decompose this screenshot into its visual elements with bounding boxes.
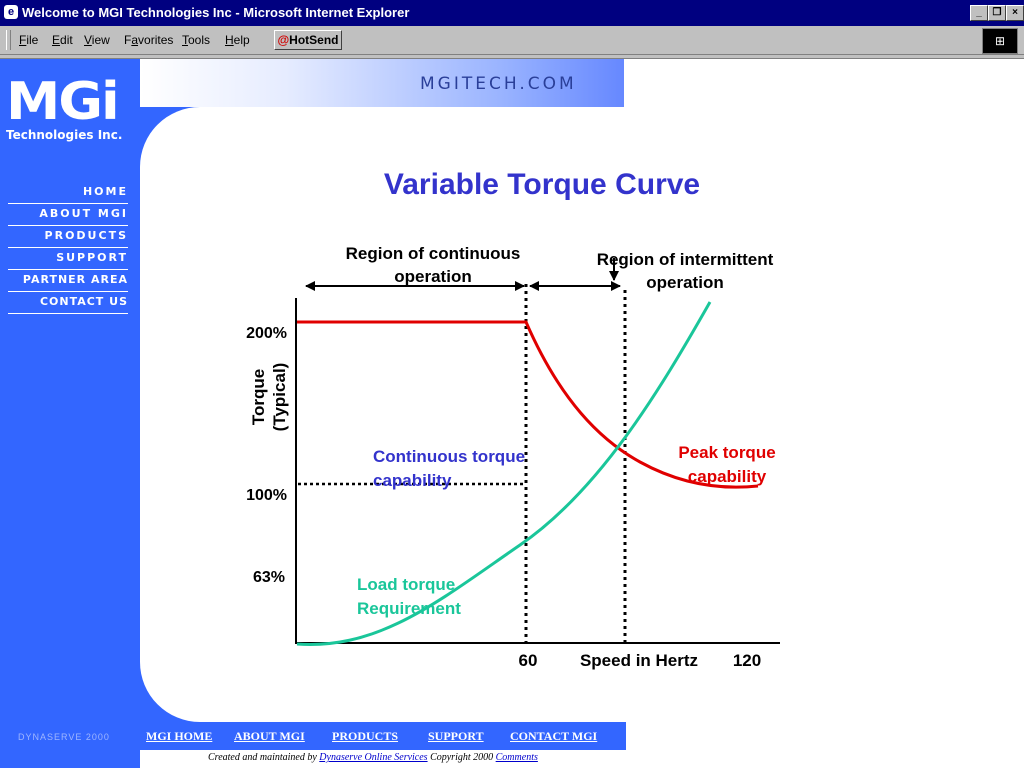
logo-subtitle: Technologies Inc. xyxy=(6,128,123,142)
sidebar xyxy=(0,59,140,768)
window-title: Welcome to MGI Technologies Inc - Micros… xyxy=(22,5,410,20)
bottom-link-about-mgi[interactable]: ABOUT MGI xyxy=(234,729,305,743)
window-titlebar: e Welcome to MGI Technologies Inc - Micr… xyxy=(0,0,1024,26)
chart-title: Variable Torque Curve xyxy=(383,168,701,201)
site-name: MGITECH.COM xyxy=(420,74,577,94)
footer-copyright: Copyright 2000 xyxy=(430,752,494,763)
hotsend-button[interactable]: @HotSend xyxy=(274,30,342,50)
footer-comments-link[interactable]: Comments xyxy=(495,752,538,763)
footer-created: Created and maintained by xyxy=(208,752,317,763)
restore-button[interactable]: ❐ xyxy=(988,5,1006,21)
bottom-link-support[interactable]: SUPPORT xyxy=(428,729,484,743)
header-band xyxy=(140,59,624,107)
nav-home[interactable]: HOME xyxy=(8,182,128,204)
mgi-logo[interactable]: MGi xyxy=(6,72,120,132)
bottom-link-contact-mgi[interactable]: CONTACT MGI xyxy=(510,729,598,743)
x-tick-60: 60 xyxy=(519,651,538,670)
menu-edit[interactable]: Edit xyxy=(52,33,73,47)
footer-dynaserve-link[interactable]: Dynaserve Online Services xyxy=(319,752,428,763)
x-tick-120: 120 xyxy=(733,651,761,670)
region-continuous-label-1: Region of continuous xyxy=(346,244,521,263)
hotsend-icon: @ xyxy=(277,33,290,47)
y-tick-100: 100% xyxy=(246,487,287,504)
region-intermittent-label-2: operation xyxy=(646,273,723,292)
bottom-nav-bar xyxy=(0,722,626,750)
internet-explorer-icon: e xyxy=(4,5,18,19)
minimize-button[interactable]: _ xyxy=(970,5,988,21)
windows-logo-icon: ⊞ xyxy=(982,28,1018,54)
load-torque-curve xyxy=(296,301,712,646)
bottom-link-mgi-home[interactable]: MGI HOME xyxy=(146,729,213,743)
nav-contact-us[interactable]: CONTACT US xyxy=(8,292,128,314)
nav-about-mgi[interactable]: ABOUT MGI xyxy=(8,204,128,226)
menu-view[interactable]: View xyxy=(84,33,110,47)
y-tick-200: 200% xyxy=(246,325,287,342)
continuous-torque-label-1: Continuous torque xyxy=(373,447,525,466)
peak-torque-label-2: capability xyxy=(688,467,767,486)
footer-credits: Created and maintained by Dynaserve Onli… xyxy=(208,752,538,763)
menu-help[interactable]: Help xyxy=(225,33,250,47)
y-axis-label-2: (Typical) xyxy=(270,363,289,432)
x-axis-label: Speed in Hertz xyxy=(580,651,698,670)
menu-bar: File Edit View Favorites Tools Help @Hot… xyxy=(0,26,1024,55)
peak-torque-label-1: Peak torque xyxy=(678,443,775,462)
y-tick-63: 63% xyxy=(253,569,285,586)
region-continuous-label-2: operation xyxy=(394,267,471,286)
continuous-torque-label-2: capability xyxy=(373,471,452,490)
bottom-link-products[interactable]: PRODUCTS xyxy=(332,729,399,743)
menu-tools[interactable]: Tools xyxy=(182,33,211,47)
toolbar-separator xyxy=(0,55,1024,59)
load-torque-label-1: Load torque xyxy=(357,575,455,594)
menu-file[interactable]: File xyxy=(19,33,39,47)
nav-products[interactable]: PRODUCTS xyxy=(8,226,128,248)
nav-partner-area[interactable]: PARTNER AREA xyxy=(8,270,128,292)
peak-torque-curve xyxy=(297,320,759,489)
nav-support[interactable]: SUPPORT xyxy=(8,248,128,270)
menu-favorites[interactable]: Favorites xyxy=(124,33,174,47)
y-axis-label-1: Torque xyxy=(249,369,268,425)
region-intermittent-label-1: Region of intermittent xyxy=(597,250,774,269)
toolbar-grip[interactable] xyxy=(6,30,11,50)
load-torque-label-2: Requirement xyxy=(357,599,461,618)
sidebar-nav: HOME ABOUT MGI PRODUCTS SUPPORT PARTNER … xyxy=(8,182,128,314)
dynaserve-brand: DYNASERVE 2000 xyxy=(18,732,110,742)
